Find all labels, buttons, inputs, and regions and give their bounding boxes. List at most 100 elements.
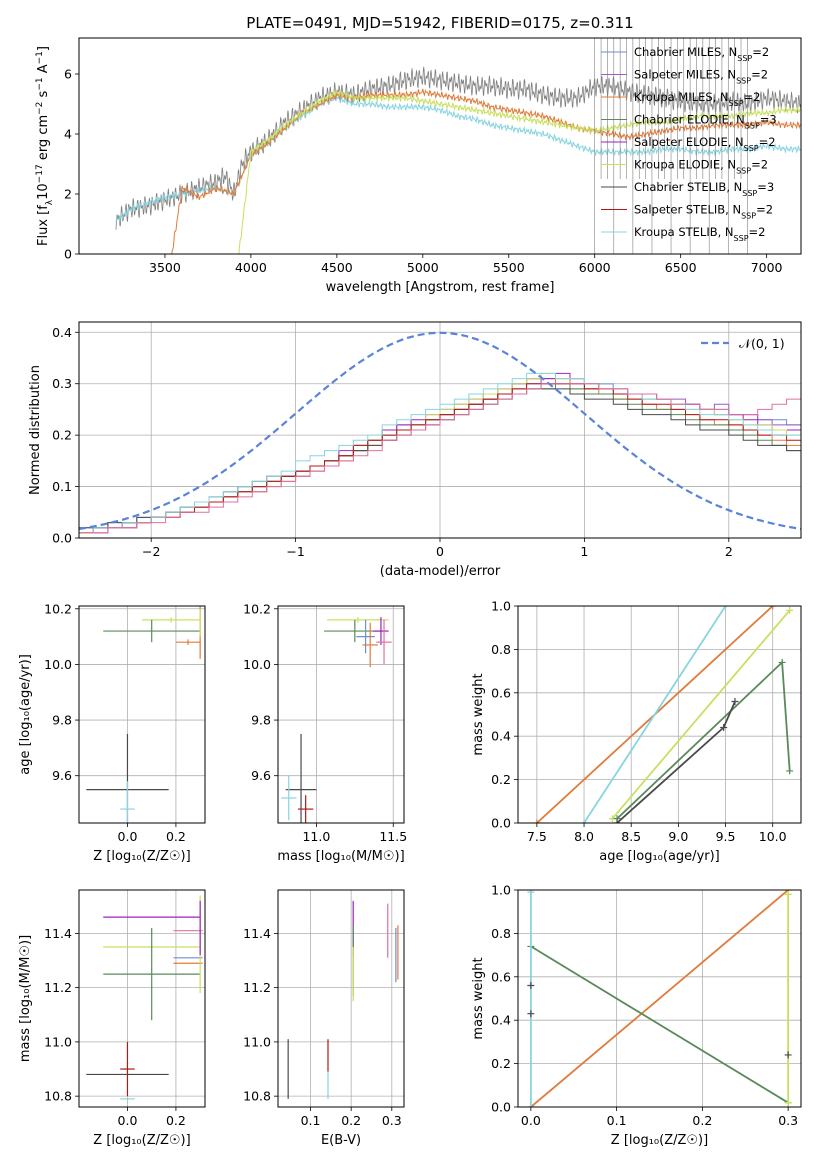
plot-area <box>115 38 801 254</box>
axes-frame <box>78 321 802 539</box>
y-axis-label-part: Flux [f <box>36 205 51 246</box>
error-point <box>373 617 389 645</box>
error-point <box>281 775 297 821</box>
axes-frame <box>78 37 802 255</box>
x-tick-label: 9.0 <box>668 829 688 844</box>
x-tick-label: 3500 <box>149 260 181 275</box>
y-tick-label: 10.8 <box>44 1089 72 1104</box>
axes-frame <box>517 889 802 1108</box>
legend-label: Salpeter ELODIE, NSSP=2 <box>634 135 776 153</box>
x-tick-label: 8.0 <box>574 829 594 844</box>
y-axis-label-part: −2 <box>35 102 45 115</box>
x-axis-label: Z [log₁₀(Z/Z☉)] <box>611 1133 708 1148</box>
legend-label-suffix: =2 <box>751 158 768 172</box>
legend-label-sub: SSP <box>745 121 760 130</box>
y-tick-label: 0.0 <box>52 531 72 546</box>
y-axis-label-part: λ <box>45 199 55 205</box>
panel-2: 0.0 0.2 9.6 9.8 10.0 10.2 Z [log₁₀(Z/Z☉)] age [… <box>18 601 206 864</box>
y-axis-label-part: A <box>36 64 51 77</box>
x-tick-label: 8.5 <box>621 829 641 844</box>
panel-5: 0.0 0.2 10.8 11.0 11.2 11.4 Z [log₁₀(Z/Z☉)] mas… <box>18 889 206 1148</box>
panel-3: 11.0 11.5 9.6 9.8 10.0 10.2 mass [log₁₀(M/M☉)] <box>243 601 407 864</box>
legend-label-main: Kroupa STELIB, N <box>634 225 734 239</box>
error-point <box>120 1041 135 1097</box>
y-tick-label: 0.0 <box>491 1100 511 1115</box>
weight-marker <box>731 697 739 705</box>
legend-label-suffix: =2 <box>751 68 768 82</box>
error-point <box>327 617 389 623</box>
y-axis-label-part: s <box>36 90 51 101</box>
y-tick-label: 0.2 <box>491 1056 511 1071</box>
x-tick-label: 6500 <box>665 260 697 275</box>
y-tick-label: 11.4 <box>243 926 271 941</box>
y-tick-label: 0.2 <box>491 772 511 787</box>
figure-title: PLATE=0491, MJD=51942, FIBERID=0175, z=0… <box>246 14 633 32</box>
weight-marker <box>533 819 541 823</box>
x-tick-label: 1 <box>580 544 588 559</box>
x-tick-label: 0.1 <box>607 1113 627 1128</box>
y-axis-label-part: erg cm <box>36 115 51 164</box>
legend-label-main: Kroupa ELODIE, N <box>634 158 736 172</box>
spectrum-line-data <box>115 66 801 230</box>
y-tick-label: 11.2 <box>44 980 72 995</box>
y-tick-label: 0.3 <box>52 376 72 391</box>
x-tick-label: 2 <box>725 544 733 559</box>
legend-label-sub: SSP <box>737 54 752 63</box>
x-axis-label: E(B-V) <box>321 1133 361 1148</box>
legend-label-main: Chabrier ELODIE, N <box>634 113 745 127</box>
y-tick-label: 1.0 <box>491 883 511 898</box>
error-point <box>103 619 201 643</box>
y-axis-label: Normed distribution <box>28 365 43 495</box>
x-tick-label: 0.2 <box>166 829 186 844</box>
x-tick-label: 11.5 <box>379 829 407 844</box>
weight-marker <box>784 890 792 898</box>
x-tick-label: 10.0 <box>759 829 787 844</box>
weight-marker <box>786 606 794 614</box>
normal-curve <box>79 331 801 531</box>
x-tick-label: 6000 <box>579 260 611 275</box>
x-tick-label: 0.2 <box>166 1113 186 1128</box>
weight-marker <box>580 819 588 823</box>
axes-background <box>278 606 404 823</box>
x-tick-label: 9.5 <box>716 829 736 844</box>
y-axis-label: mass weight <box>471 957 486 1039</box>
weight-marker <box>769 606 777 610</box>
y-axis-label: age [log₁₀(age/yr)] <box>18 654 33 775</box>
y-axis-label: mass weight <box>471 673 486 755</box>
x-tick-label: 4500 <box>321 260 353 275</box>
legend-label-suffix: =2 <box>744 90 761 104</box>
axes-frame <box>517 605 802 824</box>
y-axis-label-part: −17 <box>35 164 45 183</box>
legend-label-sub: SSP <box>744 144 759 153</box>
weight-marker <box>527 890 535 896</box>
plot-area <box>533 606 794 823</box>
y-tick-label: 10.0 <box>44 657 72 672</box>
legend-label: Chabrier STELIB, NSSP=3 <box>634 180 774 198</box>
x-tick-label: 0 <box>436 544 444 559</box>
y-tick-label: 11.4 <box>44 926 72 941</box>
legend-label-suffix: =3 <box>760 113 777 127</box>
y-axis-label-part: −1 <box>35 51 45 64</box>
x-axis-label: (data-model)/error <box>380 564 501 579</box>
legend-label-main: Salpeter STELIB, N <box>634 203 741 217</box>
y-tick-label: 0.4 <box>491 729 511 744</box>
y-tick-label: 0.6 <box>491 685 511 700</box>
x-tick-label: 5000 <box>407 260 439 275</box>
error-point <box>120 781 135 823</box>
panel-1: −2 −1 0 1 2 0.0 0.1 0.2 0.3 0.4 (data-model)/error… <box>28 321 802 579</box>
y-tick-label: 1.0 <box>491 599 511 614</box>
axes-background <box>518 606 801 823</box>
y-tick-label: 10.0 <box>243 657 271 672</box>
legend-label-sub: SSP <box>734 234 749 243</box>
plot-area <box>86 606 201 823</box>
y-tick-label: 11.0 <box>243 1034 271 1049</box>
x-tick-label: 0.3 <box>778 1113 798 1128</box>
x-tick-label: 7.5 <box>527 829 547 844</box>
y-axis-label: mass [log₁₀(M/M☉)] <box>18 935 33 1062</box>
x-tick-label: 0.3 <box>382 1113 402 1128</box>
legend-label-suffix: =2 <box>752 45 769 59</box>
legend-label-main: Salpeter MILES, N <box>634 68 736 82</box>
x-tick-label: 5500 <box>493 260 525 275</box>
plot-area <box>281 617 392 823</box>
